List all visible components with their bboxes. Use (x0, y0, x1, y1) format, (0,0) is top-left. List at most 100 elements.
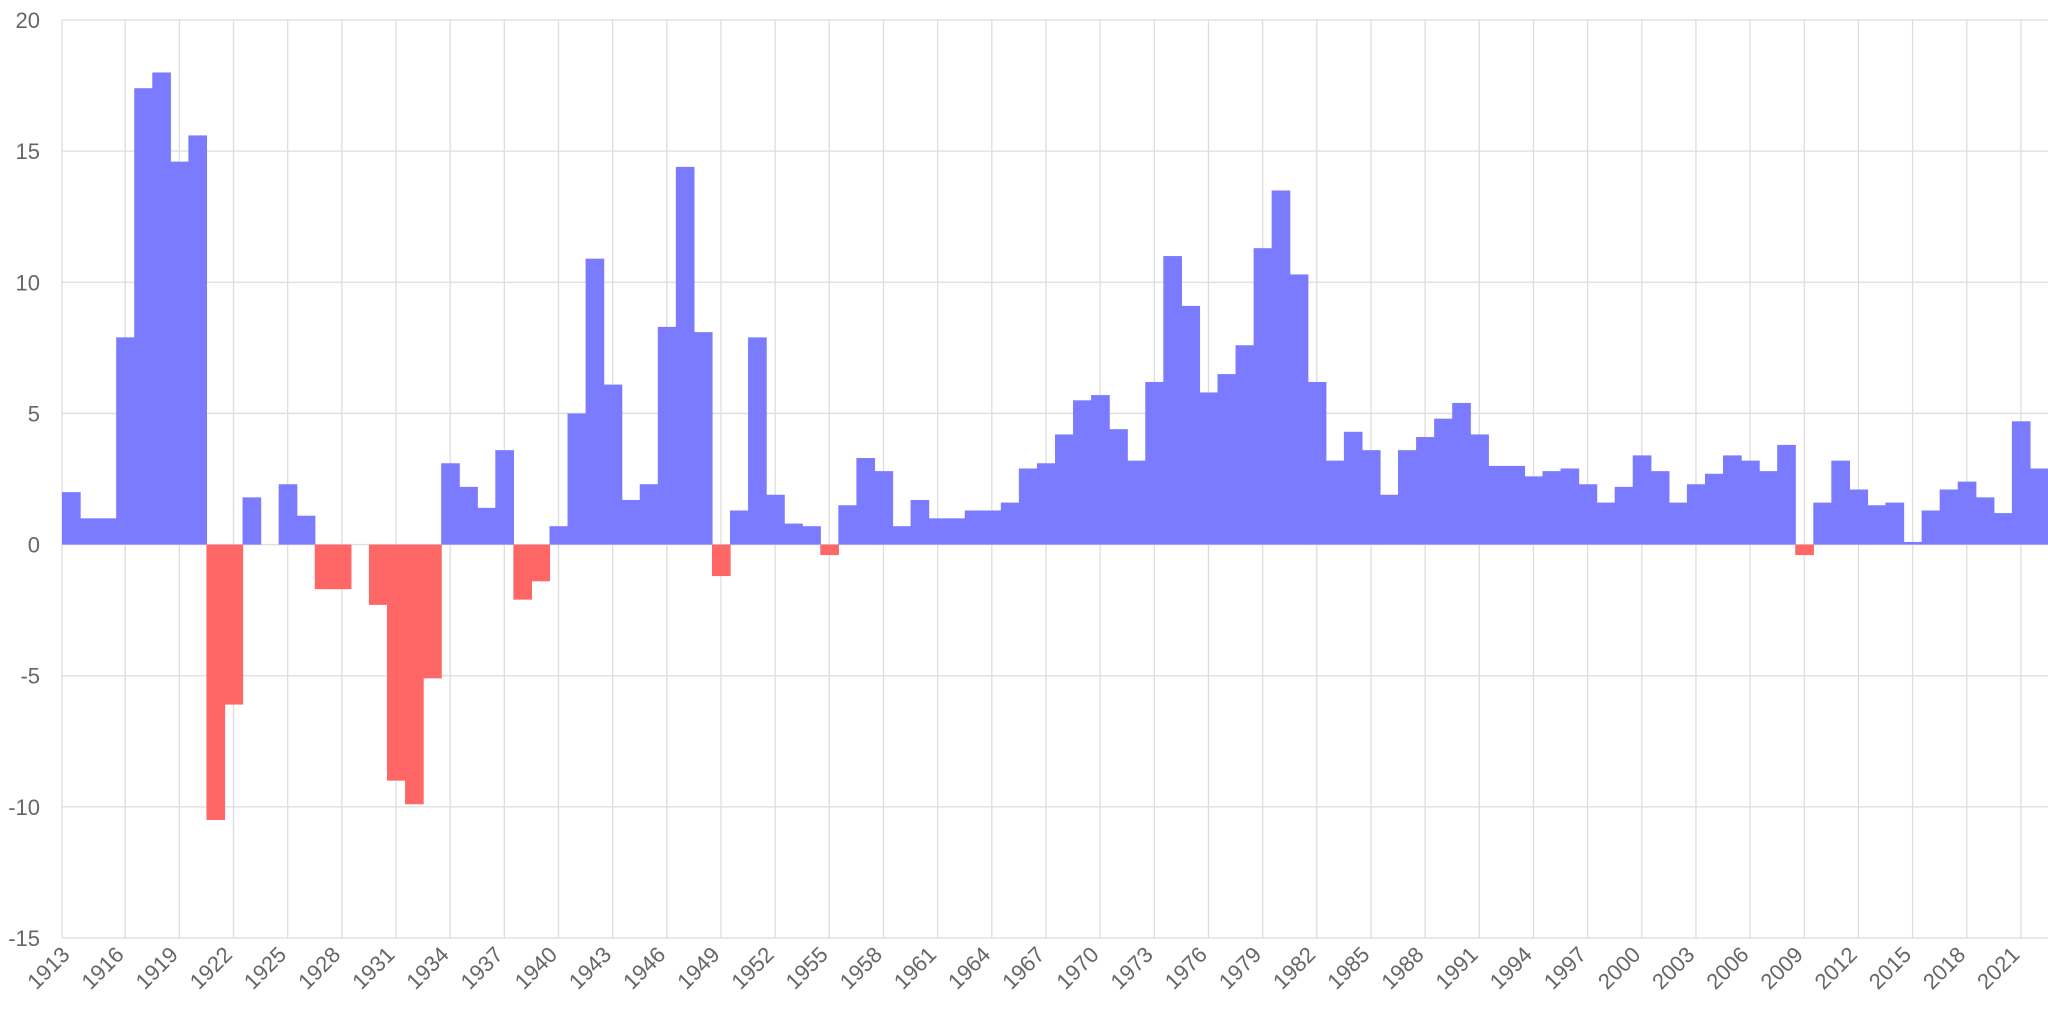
bar-1983 (1325, 460, 1345, 545)
bar-2015 (1903, 541, 1923, 545)
bar-1919 (170, 161, 189, 545)
bar-1940 (549, 526, 569, 545)
x-tick-label: 1958 (835, 942, 887, 994)
x-tick-label: 1931 (347, 942, 399, 994)
bar-1922 (224, 544, 244, 705)
bar-1958 (874, 471, 894, 545)
bar-1926 (296, 515, 316, 545)
bar-2007 (1759, 471, 1778, 545)
x-tick-label: 1937 (456, 942, 508, 994)
bar-1997 (1578, 484, 1598, 545)
bar-1933 (423, 544, 442, 679)
bar-1962 (946, 518, 966, 545)
bar-1956 (838, 505, 857, 545)
bar-1928 (332, 544, 352, 590)
bar-1913 (62, 492, 81, 545)
bar-1968 (1055, 434, 1074, 545)
x-axis-tick-labels: 1913 1916 1919 1922 1925 1928 1931 1934 1937 1940… (22, 942, 2024, 994)
bar-1932 (405, 544, 424, 805)
bar-1916 (116, 337, 135, 545)
bar-1938 (513, 544, 533, 600)
bar-1939 (531, 544, 551, 582)
y-tick-label: -15 (8, 926, 40, 951)
bar-2014 (1885, 502, 1905, 545)
bar-1979 (1253, 248, 1273, 545)
bar-2011 (1831, 460, 1850, 545)
bar-1945 (639, 484, 659, 545)
bar-1971 (1109, 429, 1128, 545)
x-tick-label: 1946 (618, 942, 670, 994)
x-tick-label: 1934 (401, 942, 453, 994)
bar-2002 (1668, 502, 1688, 545)
bar-1952 (766, 494, 785, 545)
bar-2012 (1849, 489, 1869, 545)
bar-1931 (386, 544, 406, 781)
bar-1988 (1416, 437, 1435, 545)
x-tick-label: 1973 (1106, 942, 1158, 994)
x-tick-label: 2003 (1647, 942, 1699, 994)
bar-1976 (1199, 392, 1219, 545)
bar-1965 (1000, 502, 1020, 545)
x-tick-label: 2000 (1593, 942, 1645, 994)
x-tick-label: 1925 (239, 942, 291, 994)
bar-2000 (1632, 455, 1652, 545)
bar-1927 (314, 544, 334, 590)
x-tick-label: 1922 (185, 942, 237, 994)
x-tick-label: 2018 (1918, 942, 1970, 994)
bar-1993 (1506, 465, 1526, 545)
bar-2003 (1686, 484, 1706, 545)
bar-1994 (1524, 476, 1544, 545)
x-tick-label: 1952 (726, 942, 778, 994)
bar-1946 (657, 326, 677, 545)
x-tick-label: 1982 (1268, 942, 1320, 994)
y-tick-label: -10 (8, 795, 40, 820)
bar-1995 (1542, 471, 1562, 545)
x-tick-label: 1964 (943, 942, 995, 994)
bar-1991 (1470, 434, 1489, 545)
bar-1930 (368, 544, 388, 605)
bar-1950 (730, 510, 749, 545)
bar-1937 (495, 450, 514, 545)
bar-1948 (693, 332, 713, 545)
x-tick-label: 2012 (1810, 942, 1862, 994)
x-tick-label: 1943 (564, 942, 616, 994)
x-tick-label: 1994 (1485, 942, 1537, 994)
bar-2010 (1813, 502, 1832, 545)
bar-1923 (242, 497, 262, 545)
bar-2019 (1975, 497, 1995, 545)
y-tick-label: 15 (16, 139, 40, 164)
bar-1914 (80, 518, 99, 545)
bar-1964 (982, 510, 1002, 545)
x-tick-label: 1979 (1214, 942, 1266, 994)
bar-1949 (711, 544, 731, 577)
x-tick-label: 1970 (1051, 942, 1103, 994)
x-tick-label: 1976 (1160, 942, 1212, 994)
x-tick-label: 2009 (1756, 942, 1808, 994)
bar-1941 (567, 413, 587, 545)
bar-2022 (2029, 468, 2048, 545)
bar-1966 (1018, 468, 1038, 545)
bar-1942 (585, 258, 605, 545)
bar-2005 (1723, 455, 1742, 545)
x-tick-label: 1949 (672, 942, 724, 994)
bar-1989 (1434, 418, 1453, 545)
bar-1961 (928, 518, 948, 545)
bar-1987 (1398, 450, 1417, 545)
bar-1959 (892, 526, 912, 545)
bar-1921 (206, 544, 226, 820)
bar-1955 (820, 544, 839, 556)
x-tick-label: 1991 (1431, 942, 1483, 994)
bar-1996 (1560, 468, 1580, 545)
bar-1992 (1488, 465, 1507, 545)
bar-1957 (856, 458, 876, 545)
bar-2004 (1704, 473, 1724, 545)
x-tick-label: 1988 (1376, 942, 1428, 994)
bar-1944 (621, 499, 641, 545)
bar-2017 (1939, 489, 1959, 545)
y-tick-label: 10 (16, 270, 40, 295)
bar-1972 (1127, 460, 1146, 545)
bar-1977 (1217, 374, 1237, 545)
bar-2018 (1957, 481, 1977, 545)
bar-1984 (1343, 431, 1363, 545)
